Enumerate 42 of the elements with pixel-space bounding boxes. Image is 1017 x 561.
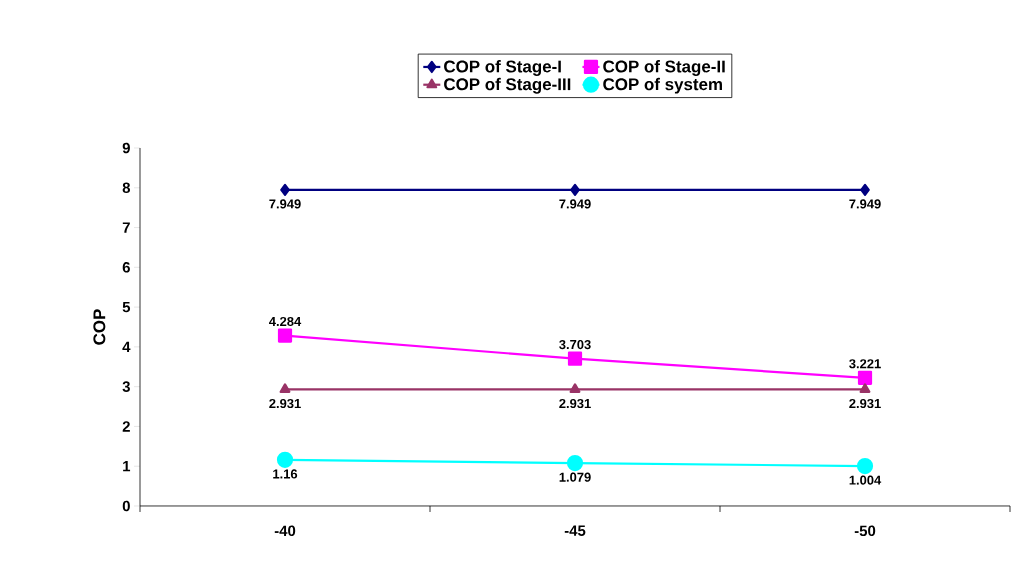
point — [566, 454, 584, 472]
y-tick-label: 3 — [122, 381, 130, 392]
y-tick-label: 9 — [122, 142, 130, 154]
point — [277, 328, 293, 343]
point — [567, 351, 583, 366]
point — [570, 183, 580, 196]
point — [279, 383, 291, 393]
data-label: 4.284 — [269, 316, 302, 327]
y-tick-label: 5 — [122, 301, 131, 313]
data-label: 1.079 — [559, 472, 591, 482]
point — [280, 183, 290, 196]
y-tick-label: 8 — [122, 182, 131, 194]
data-label: 2.931 — [849, 398, 881, 409]
y-axis-title: COP — [93, 309, 106, 345]
legend-label: COP of Stage-III — [444, 77, 571, 94]
y-tick-label: 4 — [122, 341, 131, 353]
data-label: 3.221 — [849, 359, 881, 369]
point — [860, 183, 870, 196]
y-tick-label: 6 — [122, 262, 130, 273]
y-tick-label: 0 — [122, 500, 130, 512]
y-tick-label: 1 — [123, 461, 131, 472]
data-label: 1.16 — [273, 469, 298, 479]
x-tick-label: -45 — [564, 525, 586, 536]
legend-label: COP of Stage-II — [603, 60, 725, 76]
point — [276, 451, 294, 468]
point — [859, 383, 871, 393]
data-label: 7.949 — [559, 199, 591, 209]
data-label: 2.931 — [269, 398, 301, 409]
point — [856, 457, 874, 475]
data-label: 2.931 — [559, 398, 591, 409]
point — [857, 370, 873, 385]
legend-label: COP of Stage-I — [444, 60, 561, 76]
point — [569, 383, 581, 393]
y-tick-label: 7 — [122, 222, 130, 233]
x-tick-label: -50 — [854, 525, 876, 537]
x-tick-label: -40 — [274, 525, 296, 537]
legend-label: COP of system — [603, 77, 722, 94]
data-label: 3.703 — [559, 339, 591, 350]
y-tick-label: 2 — [122, 421, 130, 432]
data-label: 7.949 — [849, 199, 881, 209]
data-label: 1.004 — [849, 475, 882, 485]
data-label: 7.949 — [269, 199, 301, 209]
